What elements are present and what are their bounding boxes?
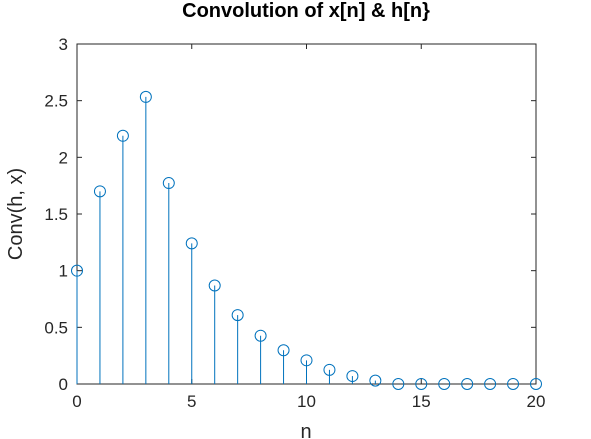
y-tick-label: 1.5 [44, 205, 68, 224]
y-tick-label: 0 [59, 375, 68, 394]
stem-marker [71, 264, 83, 277]
stem-marker [208, 279, 221, 292]
stem-marker [300, 354, 313, 367]
y-axis-label: Conv(h, x) [5, 168, 27, 260]
stem-marker [484, 378, 497, 390]
stem-marker [185, 237, 198, 250]
stem-marker [438, 378, 451, 390]
y-tick-label: 2.5 [44, 92, 68, 111]
x-tick-label: 15 [412, 392, 431, 411]
stem-marker [369, 374, 382, 387]
y-axis: 0 0.5 1 1.5 2 2.5 3 [44, 35, 536, 394]
y-tick-label: 0.5 [44, 318, 68, 337]
stem-series [71, 90, 542, 390]
stem-marker [254, 329, 267, 342]
x-axis: 0 5 10 15 20 [72, 44, 545, 411]
y-tick-label: 3 [59, 35, 68, 54]
x-tick-label: 20 [527, 392, 546, 411]
stem-marker [231, 309, 244, 322]
stem-marker [162, 177, 175, 190]
y-tick-label: 1 [59, 262, 68, 281]
x-tick-label: 5 [187, 392, 196, 411]
stem-marker [507, 378, 520, 390]
stem-marker [530, 378, 542, 390]
x-tick-label: 10 [297, 392, 316, 411]
stem-marker [346, 370, 359, 383]
y-tick-label: 2 [59, 148, 68, 167]
stem-marker [323, 363, 336, 376]
stem-marker [277, 344, 290, 357]
x-tick-label: 0 [72, 392, 81, 411]
stem-marker [116, 129, 129, 142]
stem-marker [139, 90, 152, 103]
stem-marker [392, 378, 405, 390]
chart-title: Convolution of x[n] & h[n} [182, 0, 430, 22]
stem-marker [415, 378, 428, 390]
x-axis-label: n [300, 421, 311, 439]
stem-marker [93, 185, 106, 198]
stem-marker [461, 378, 474, 390]
